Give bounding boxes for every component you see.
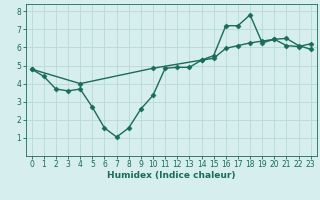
X-axis label: Humidex (Indice chaleur): Humidex (Indice chaleur) <box>107 171 236 180</box>
